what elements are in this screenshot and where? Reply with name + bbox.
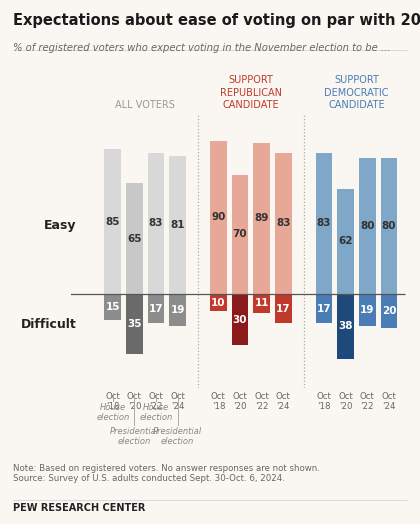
Text: 80: 80 bbox=[382, 221, 396, 231]
Text: House
election: House election bbox=[139, 403, 173, 422]
Bar bbox=[359, 158, 375, 294]
Bar bbox=[169, 294, 186, 326]
Text: Note: Based on registered voters. No answer responses are not shown.
Source: Sur: Note: Based on registered voters. No ans… bbox=[13, 464, 320, 483]
Bar bbox=[169, 156, 186, 294]
Text: 90: 90 bbox=[211, 212, 226, 223]
Text: 11: 11 bbox=[255, 299, 269, 309]
Bar bbox=[210, 294, 227, 311]
Text: PEW RESEARCH CENTER: PEW RESEARCH CENTER bbox=[13, 503, 145, 513]
Bar bbox=[126, 183, 143, 294]
Bar bbox=[316, 294, 332, 323]
Text: 85: 85 bbox=[105, 217, 120, 227]
Text: Easy: Easy bbox=[44, 220, 76, 233]
Bar bbox=[126, 294, 143, 354]
Text: 30: 30 bbox=[233, 314, 247, 325]
Text: Presidential
election: Presidential election bbox=[153, 427, 202, 446]
Text: 38: 38 bbox=[339, 321, 353, 332]
Bar bbox=[210, 141, 227, 294]
Text: 83: 83 bbox=[317, 219, 331, 228]
Bar bbox=[337, 189, 354, 294]
Bar bbox=[105, 149, 121, 294]
Bar bbox=[148, 294, 164, 323]
Text: 81: 81 bbox=[171, 220, 185, 230]
Bar bbox=[253, 143, 270, 294]
Text: 19: 19 bbox=[171, 305, 185, 315]
Text: 35: 35 bbox=[127, 319, 142, 329]
Text: 83: 83 bbox=[276, 219, 291, 228]
Text: 17: 17 bbox=[276, 303, 291, 313]
Text: % of registered voters who expect voting in the November election to be ...: % of registered voters who expect voting… bbox=[13, 43, 390, 53]
Text: 10: 10 bbox=[211, 298, 226, 308]
Bar bbox=[359, 294, 375, 326]
Text: 17: 17 bbox=[149, 303, 163, 313]
Text: 20: 20 bbox=[382, 306, 396, 316]
Text: 15: 15 bbox=[105, 302, 120, 312]
Text: Expectations about ease of voting on par with 2022: Expectations about ease of voting on par… bbox=[13, 13, 420, 28]
Bar bbox=[316, 153, 332, 294]
Text: 80: 80 bbox=[360, 221, 375, 231]
Text: 70: 70 bbox=[233, 230, 247, 239]
Bar bbox=[381, 158, 397, 294]
Text: SUPPORT
DEMOCRATIC
CANDIDATE: SUPPORT DEMOCRATIC CANDIDATE bbox=[324, 75, 389, 110]
Bar bbox=[381, 294, 397, 328]
Text: 17: 17 bbox=[317, 303, 331, 313]
Bar bbox=[232, 175, 248, 294]
Bar bbox=[148, 153, 164, 294]
Bar bbox=[105, 294, 121, 320]
Text: 89: 89 bbox=[255, 213, 269, 223]
Bar bbox=[275, 294, 291, 323]
Text: SUPPORT
REPUBLICAN
CANDIDATE: SUPPORT REPUBLICAN CANDIDATE bbox=[220, 75, 282, 110]
Bar bbox=[337, 294, 354, 359]
Text: 62: 62 bbox=[339, 236, 353, 246]
Text: ALL VOTERS: ALL VOTERS bbox=[115, 100, 175, 110]
Text: Presidential
election: Presidential election bbox=[110, 427, 159, 446]
Text: House
election: House election bbox=[96, 403, 129, 422]
Bar bbox=[253, 294, 270, 313]
Text: 65: 65 bbox=[127, 234, 142, 244]
Text: 83: 83 bbox=[149, 219, 163, 228]
Bar bbox=[232, 294, 248, 345]
Bar bbox=[275, 153, 291, 294]
Text: 19: 19 bbox=[360, 305, 375, 315]
Text: Difficult: Difficult bbox=[21, 318, 76, 331]
